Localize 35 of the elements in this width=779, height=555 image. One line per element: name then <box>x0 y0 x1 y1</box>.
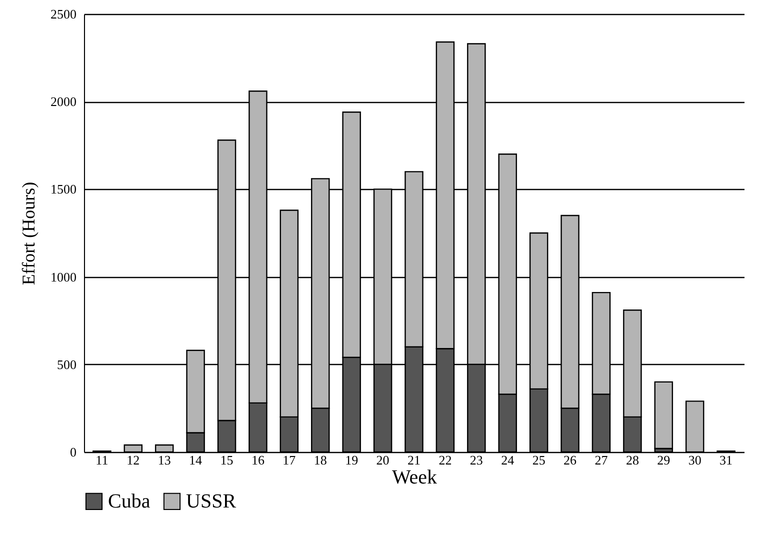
x-tick-label: 28 <box>626 452 639 468</box>
x-tick-label: 27 <box>594 452 608 468</box>
y-tick-label: 2000 <box>50 94 76 110</box>
x-tick-label: 17 <box>282 452 296 468</box>
x-tick-label: 15 <box>220 452 234 468</box>
y-axis-title: Effort (Hours) <box>18 182 38 286</box>
y-tick-label: 2500 <box>50 6 76 22</box>
x-tick-label: 21 <box>408 452 420 468</box>
x-tick-label: 22 <box>438 452 452 468</box>
x-tick-label: 14 <box>189 452 203 468</box>
bar <box>154 444 174 453</box>
x-axis-title: Week <box>392 466 438 488</box>
legend-label: USSR <box>186 490 237 512</box>
bar <box>124 444 143 453</box>
bar <box>654 381 674 450</box>
x-tick-label: 13 <box>158 452 171 468</box>
x-tick-label: 11 <box>96 452 108 468</box>
x-tick-label: 30 <box>688 452 702 468</box>
x-tick-label: 16 <box>251 452 265 468</box>
x-tick-label: 31 <box>720 452 733 468</box>
x-tick-label: 18 <box>314 452 327 468</box>
x-tick-label: 20 <box>376 452 390 468</box>
bar <box>685 400 704 453</box>
x-tick-label: 19 <box>345 452 358 468</box>
y-tick-label: 0 <box>70 444 76 460</box>
y-tick-label: 1500 <box>50 182 76 197</box>
x-tick-label: 23 <box>470 452 483 468</box>
x-tick-label: 29 <box>657 452 670 468</box>
x-tick-label: 12 <box>126 452 140 468</box>
x-tick-label: 24 <box>501 452 515 468</box>
y-tick-label: 500 <box>57 356 76 372</box>
x-tick-label: 26 <box>564 452 578 468</box>
legend-label: Cuba <box>108 490 150 512</box>
x-tick-label: 25 <box>532 452 546 468</box>
y-tick-label: 1000 <box>50 269 76 284</box>
